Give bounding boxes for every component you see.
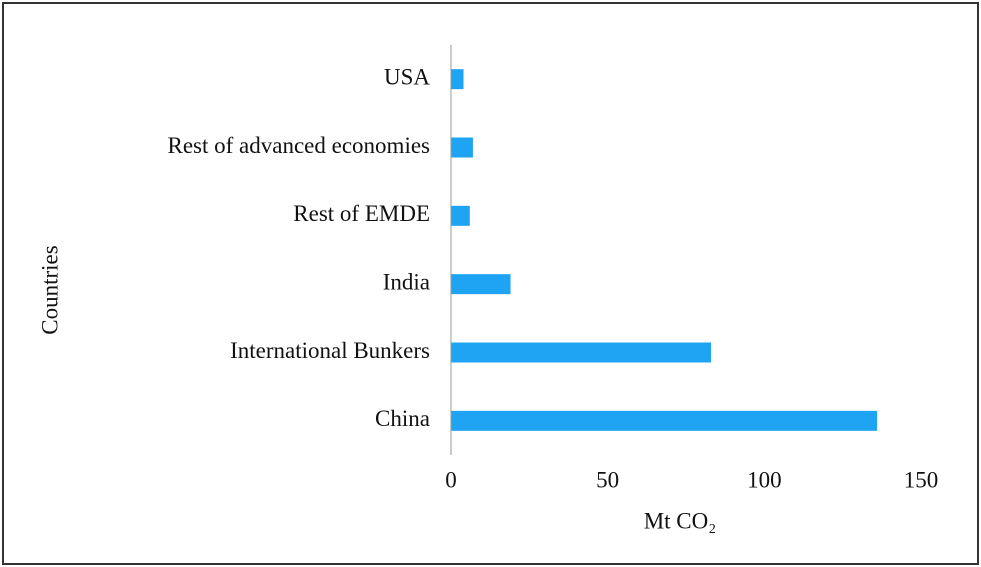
x-tick-label: 100 bbox=[747, 467, 782, 492]
bar bbox=[451, 137, 473, 158]
y-axis-title: Countries bbox=[37, 245, 62, 334]
x-tick-label: 150 bbox=[904, 467, 939, 492]
bar bbox=[451, 274, 511, 295]
x-tick-label: 0 bbox=[445, 467, 457, 492]
bar bbox=[451, 410, 878, 431]
bar bbox=[451, 205, 470, 226]
bar bbox=[451, 69, 464, 90]
y-tick-label: International Bunkers bbox=[230, 338, 430, 363]
y-tick-label: Rest of EMDE bbox=[293, 201, 430, 226]
bar bbox=[451, 342, 712, 363]
y-tick-label: China bbox=[375, 406, 430, 431]
x-tick-label: 50 bbox=[596, 467, 619, 492]
y-tick-label: USA bbox=[384, 64, 430, 89]
y-tick-label: Rest of advanced economies bbox=[168, 133, 431, 158]
x-axis-title: Mt CO₂ bbox=[644, 508, 717, 533]
y-tick-label: India bbox=[383, 269, 430, 294]
